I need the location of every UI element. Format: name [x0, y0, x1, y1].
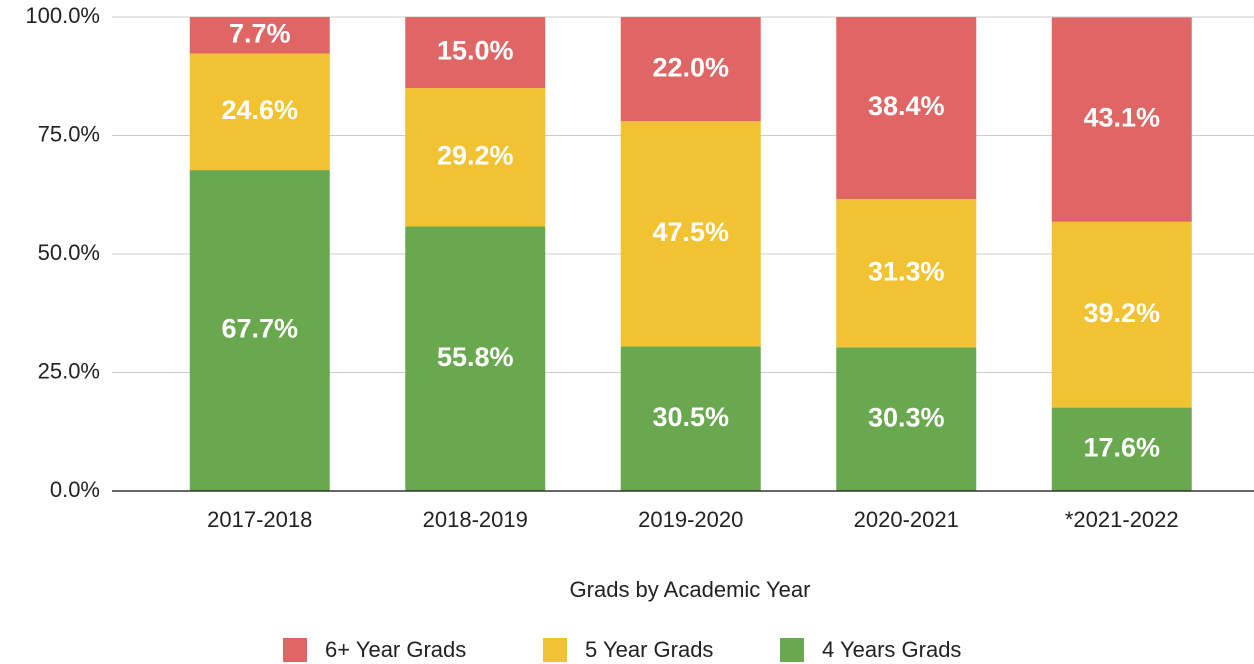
- bar-segment: [620, 17, 761, 122]
- data-label: 30.3%: [868, 402, 945, 432]
- bar-segment: [189, 17, 330, 54]
- data-label: 24.6%: [221, 95, 298, 125]
- legend-swatch: [283, 638, 307, 662]
- data-label: 17.6%: [1083, 432, 1160, 462]
- legend-label: 5 Year Grads: [585, 637, 713, 662]
- data-label: 30.5%: [652, 402, 729, 432]
- data-label: 15.0%: [437, 36, 514, 66]
- bar-segment: [836, 199, 977, 348]
- y-tick-label: 0.0%: [50, 477, 100, 502]
- x-axis-title: Grads by Academic Year: [570, 577, 811, 602]
- y-tick-label: 25.0%: [38, 358, 100, 383]
- data-label: 39.2%: [1083, 298, 1160, 328]
- legend-swatch: [780, 638, 804, 662]
- bar-segment: [836, 17, 977, 200]
- data-label: 67.7%: [221, 314, 298, 344]
- x-tick-label: 2020-2021: [854, 507, 959, 532]
- data-label: 31.3%: [868, 256, 945, 286]
- data-label: 47.5%: [652, 217, 729, 247]
- bar-segment: [405, 226, 546, 491]
- legend-swatch: [543, 638, 567, 662]
- y-tick-label: 50.0%: [38, 240, 100, 265]
- bar-segment: [1051, 407, 1192, 491]
- y-tick-label: 100.0%: [25, 3, 100, 28]
- data-label: 43.1%: [1083, 103, 1160, 133]
- bar-segment: [620, 121, 761, 347]
- x-tick-label: 2018-2019: [423, 507, 528, 532]
- bar-segment: [620, 346, 761, 491]
- x-tick-label: *2021-2022: [1065, 507, 1179, 532]
- bar-segment: [1051, 221, 1192, 408]
- data-label: 22.0%: [652, 52, 729, 82]
- data-label: 29.2%: [437, 140, 514, 170]
- legend-label: 6+ Year Grads: [325, 637, 466, 662]
- bar-segment: [1051, 17, 1192, 222]
- x-tick-label: 2019-2020: [638, 507, 743, 532]
- data-label: 38.4%: [868, 91, 945, 121]
- bar-segment: [189, 53, 330, 171]
- bar-segment: [405, 17, 546, 89]
- legend-label: 4 Years Grads: [822, 637, 961, 662]
- x-tick-label: 2017-2018: [207, 507, 312, 532]
- bar-segment: [836, 347, 977, 491]
- data-label: 7.7%: [229, 18, 291, 48]
- data-label: 55.8%: [437, 342, 514, 372]
- bar-segment: [189, 170, 330, 492]
- bar-segment: [405, 88, 546, 227]
- y-tick-label: 75.0%: [38, 121, 100, 146]
